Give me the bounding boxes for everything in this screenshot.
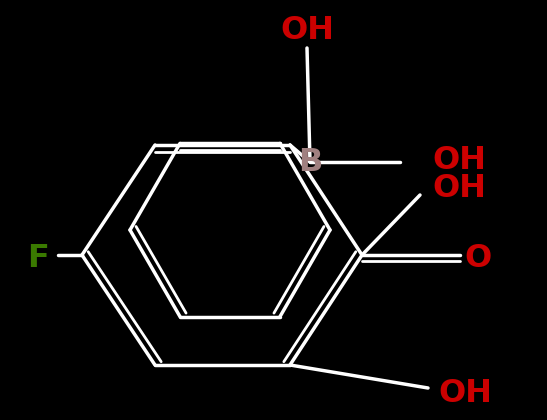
Text: OH: OH <box>438 378 492 409</box>
Text: O: O <box>464 242 492 273</box>
Text: F: F <box>27 242 49 273</box>
Text: B: B <box>298 147 322 178</box>
Text: OH: OH <box>432 144 486 176</box>
Text: OH: OH <box>432 173 486 204</box>
Text: OH: OH <box>280 15 334 45</box>
